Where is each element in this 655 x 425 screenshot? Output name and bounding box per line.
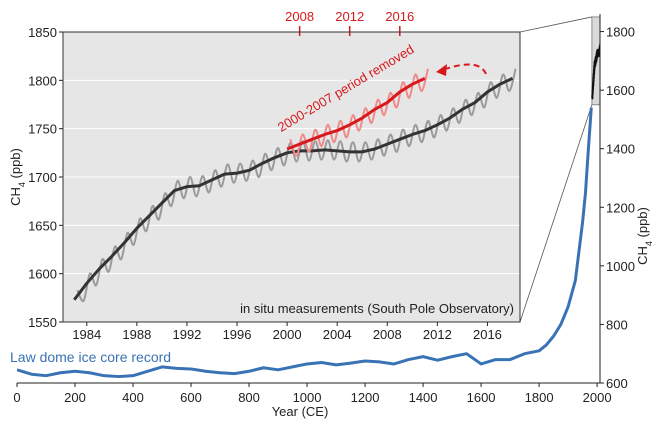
x-tick-label: 2004	[323, 327, 352, 342]
y-tick-label: 800	[606, 317, 628, 332]
x-tick-label: 1800	[525, 390, 554, 405]
x-tick-label: 2012	[423, 327, 452, 342]
y-tick-label: 1750	[28, 122, 57, 137]
x-tick-label: 400	[122, 390, 144, 405]
x-tick-label: 600	[180, 390, 202, 405]
y-tick-label: 1800	[606, 25, 635, 40]
y-axis-label-part: CH	[8, 187, 23, 206]
inset-frame	[62, 31, 521, 323]
x-tick-label: 1400	[409, 390, 438, 405]
y-axis-label: CH4 (ppb)	[635, 207, 654, 265]
y-axis-label-part: (ppb)	[635, 207, 650, 241]
x-tick-label: 1992	[172, 327, 201, 342]
y-tick-label: 1200	[606, 200, 635, 215]
gray-line	[76, 68, 517, 303]
y-tick-label: 1650	[28, 218, 57, 233]
y-tick-label: 1850	[28, 25, 57, 40]
y-axis-label-part: (ppb)	[8, 148, 23, 182]
red-line	[286, 77, 426, 151]
x-axis-label: Year (CE)	[272, 404, 329, 419]
x-tick-label: 1600	[467, 390, 496, 405]
x-tick-label: 2000	[273, 327, 302, 342]
y-axis-label: CH4 (ppb)	[8, 148, 27, 206]
y-tick-label: 1700	[28, 170, 57, 185]
x-tick-label: 2008	[373, 327, 402, 342]
x-tick-label: 1200	[351, 390, 380, 405]
y-axis-label-part: 4	[644, 241, 654, 246]
arrow-head	[436, 64, 447, 76]
x-tick-label: 1996	[223, 327, 252, 342]
annotation: in situ measurements (South Pole Observa…	[240, 301, 514, 316]
x-tick-label: 1988	[122, 327, 151, 342]
y-tick-label: 1800	[28, 73, 57, 88]
y-tick-label: 1000	[606, 259, 635, 274]
x-tick-label: 0	[13, 390, 20, 405]
x-tick-label: 2000	[583, 390, 612, 405]
y-tick-label: 1550	[28, 315, 57, 330]
x2-tick-label: 2012	[335, 9, 364, 24]
zoom-connector	[519, 104, 593, 323]
y-tick-label: 1400	[606, 142, 635, 157]
y-axis-label-part: 4	[17, 182, 27, 187]
x-tick-label: 2016	[473, 327, 502, 342]
y-tick-label: 600	[606, 376, 628, 391]
in-situ-line	[591, 39, 600, 100]
x-tick-label: 200	[64, 390, 86, 405]
x-tick-label: 1000	[293, 390, 322, 405]
y-tick-label: 1600	[28, 267, 57, 282]
y-tick-label: 1600	[606, 83, 635, 98]
red-line	[289, 68, 429, 157]
ice-core-line	[17, 107, 593, 379]
x2-tick-label: 2008	[285, 9, 314, 24]
zoom-connector	[519, 16, 592, 33]
x2-tick-label: 2016	[385, 9, 414, 24]
x-tick-label: 800	[238, 390, 260, 405]
y-axis-label-part: CH	[635, 246, 650, 265]
annotation: Law dome ice core record	[10, 349, 171, 365]
x-tick-label: 1984	[72, 327, 101, 342]
